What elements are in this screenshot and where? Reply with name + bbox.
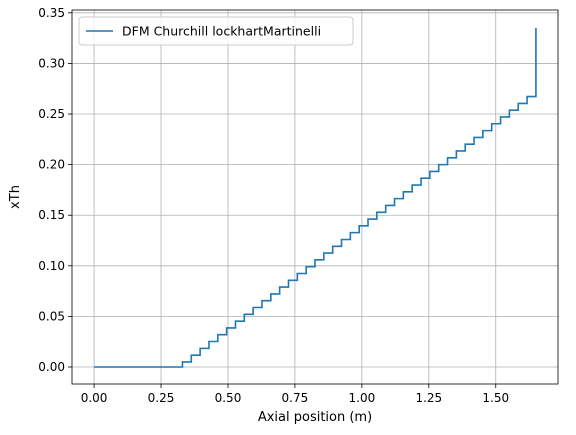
series-layer	[94, 28, 537, 368]
grid-lines	[72, 10, 558, 384]
x-tick-label: 1.50	[482, 391, 509, 405]
y-tick-label: 0.35	[38, 6, 65, 20]
y-tick-label: 0.15	[38, 208, 65, 222]
legend-entry-label: DFM Churchill lockhartMartinelli	[122, 24, 321, 39]
x-tick-label: 0.25	[148, 391, 175, 405]
plot-frame	[71, 9, 559, 385]
y-tick-label: 0.05	[38, 309, 65, 323]
x-tick-label: 1.25	[415, 391, 442, 405]
x-tick-label: 0.75	[282, 391, 309, 405]
x-tick-label: 0.00	[81, 391, 108, 405]
tick-layer: 0.00 0.25 0.50 0.75 1.00 1.25 1.50 0.00 0.05 0.10…	[38, 6, 509, 405]
y-tick-label: 0.30	[38, 56, 65, 70]
x-axis-label: Axial position (m)	[258, 410, 372, 425]
y-tick-label: 0.00	[38, 360, 65, 374]
x-tick-label: 0.50	[215, 391, 242, 405]
series-line	[94, 28, 537, 368]
y-tick-label: 0.25	[38, 107, 65, 121]
legend: DFM Churchill lockhartMartinelli	[78, 16, 354, 46]
x-tick-label: 1.00	[349, 391, 376, 405]
y-tick-label: 0.20	[38, 158, 65, 172]
y-tick-label: 0.10	[38, 259, 65, 273]
y-axis-label: xTh	[8, 185, 23, 209]
legend-box	[78, 16, 354, 46]
